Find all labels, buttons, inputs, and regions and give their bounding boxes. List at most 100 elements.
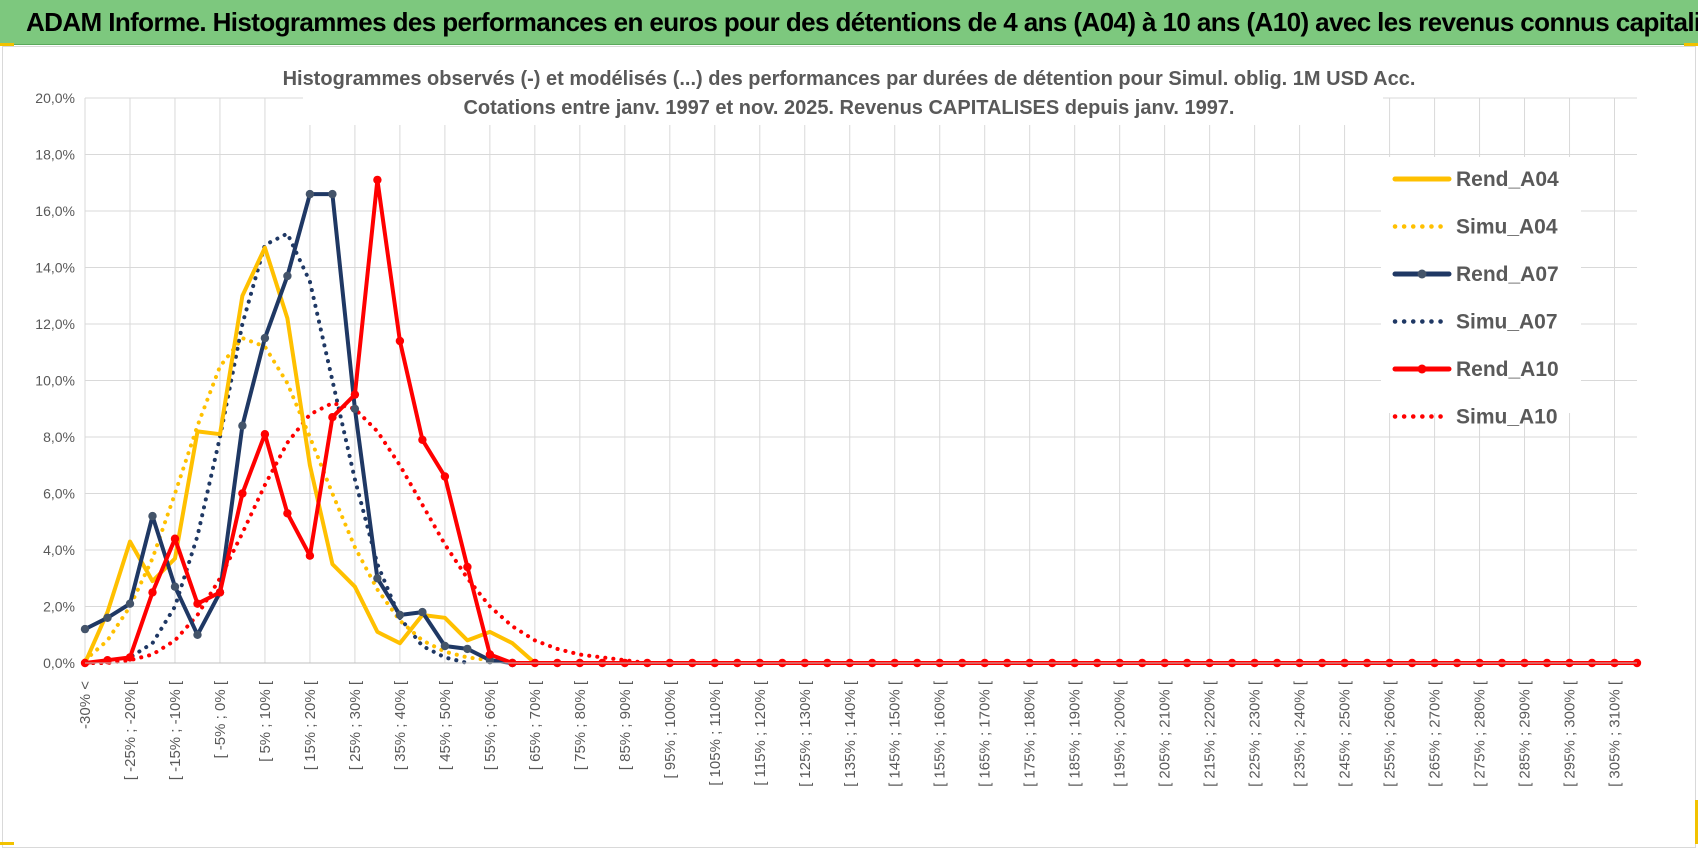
data-point [80,624,90,634]
legend-item: Rend_A07 [1392,263,1559,286]
series-simu-a04 [83,336,515,665]
x-tick-label: [ 5% ; 10% [ [257,680,274,762]
data-point [193,630,202,639]
series-line [83,231,470,665]
y-tick-label: 20,0% [35,90,75,106]
legend-label: Rend_A10 [1456,358,1559,381]
data-point [373,175,382,185]
data-point [283,271,292,281]
performance-histogram-chart: 0,0% 2,0% 4,0% 6,0% 8,0% 10,0% 12,0% 14,0% 16,0%… [35,59,1642,787]
x-tick-label: [ 245% ; 250% [ [1337,680,1354,787]
data-point [328,189,337,199]
legend-label: Simu_A10 [1456,406,1558,429]
x-tick-label: [ 105% ; 110% [ [707,680,724,786]
x-tick-label: [ 305% ; 310% [ [1607,680,1624,787]
legend-item: Simu_A04 [1392,216,1558,239]
data-point [373,574,382,583]
legend-label: Simu_A04 [1456,216,1558,239]
legend-label: Simu_A07 [1456,311,1558,334]
x-tick-label: [ 265% ; 270% [ [1427,680,1444,787]
data-point [485,650,495,659]
series-line [83,192,515,665]
data-point [440,641,450,651]
x-tick-label: [ 45% ; 50% [ [437,680,454,770]
y-tick-label: 14,0% [35,260,75,276]
corner-mark-bottom-left [0,842,14,845]
x-tick-label: [ 75% ; 80% [ [572,680,589,770]
x-tick-label: [ 25% ; 30% [ [347,680,364,770]
y-tick-label: 12,0% [35,316,75,332]
y-tick-label: 4,0% [43,542,75,558]
legend-label: Rend_A07 [1456,263,1559,286]
legend-label: Rend_A04 [1456,168,1559,191]
legend-marker [1417,269,1427,279]
x-tick-label: [ 225% ; 230% [ [1247,680,1264,787]
legend-item: Simu_A07 [1392,311,1558,334]
data-point [283,509,292,518]
x-tick-label: [ 125% ; 130% [ [797,680,814,787]
legend: Rend_A04 Simu_A04 Rend_A07 Simu_A07 Rend_A10… [1381,157,1581,429]
axes: 0,0% 2,0% 4,0% 6,0% 8,0% 10,0% 12,0% 14,0% 16,0%… [35,90,1637,787]
x-tick-label: [ 55% ; 60% [ [482,680,499,770]
legend-marker [1417,364,1427,374]
legend-item: Simu_A10 [1392,406,1558,429]
data-point [260,430,270,439]
x-tick-label: [ 115% ; 120% [ [752,680,769,786]
corner-mark-top-left [0,43,14,46]
data-point [305,189,315,199]
x-tick-label: [ 185% ; 190% [ [1067,680,1084,787]
x-tick-label: [ 165% ; 170% [ [977,680,994,787]
x-tick-label: [ 35% ; 40% [ [392,680,409,770]
y-tick-label: 2,0% [43,599,75,615]
data-point [305,551,315,560]
data-point [350,404,360,413]
x-tick-label: [ -25% ; -20% [ [122,680,139,780]
x-tick-label: [ -15% ; -10% [ [167,680,184,780]
x-tick-label: [ -5% ; 0% [ [212,680,229,758]
data-point [125,653,135,662]
x-tick-label: [ 95% ; 100% [ [662,680,679,778]
x-tick-label: [ 85% ; 90% [ [617,680,634,770]
data-point [148,588,157,597]
chart-title-line-1: Histogrammes observés (-) et modélisés (… [283,68,1416,90]
data-point [238,489,247,498]
title-background [303,59,1383,125]
report-title: ADAM Informe. Histogrammes des performan… [26,7,1698,37]
chart-container: 0,0% 2,0% 4,0% 6,0% 8,0% 10,0% 12,0% 14,0% 16,0%… [2,46,1696,848]
series-line [83,336,515,665]
x-tick-label: [ 135% ; 140% [ [842,680,859,787]
y-tick-label: 0,0% [43,655,75,671]
corner-mark-bottom-right [1695,800,1698,844]
series-simu-a07 [83,231,470,665]
x-tick-label: [ 255% ; 260% [ [1382,680,1399,787]
x-tick-label: [ 205% ; 210% [ [1157,680,1174,787]
y-tick-label: 10,0% [35,373,75,389]
header-banner: ADAM Informe. Histogrammes des performan… [0,0,1698,45]
x-tick-label: [ 275% ; 280% [ [1472,680,1489,787]
data-point [193,599,202,608]
data-point [418,435,427,444]
y-tick-label: 6,0% [43,486,75,502]
x-tick-label: [ 65% ; 70% [ [527,680,544,770]
x-tick-label: [ 195% ; 200% [ [1112,680,1129,787]
legend-item: Rend_A10 [1392,358,1559,381]
x-tick-label: [ 145% ; 150% [ [887,680,904,787]
x-tick-label: [ 15% ; 20% [ [302,680,319,770]
y-tick-label: 16,0% [35,203,75,219]
data-point [103,656,112,665]
data-point [215,588,225,597]
y-tick-label: 8,0% [43,429,75,445]
x-tick-label: [ 285% ; 290% [ [1517,680,1534,787]
data-point [463,644,472,654]
y-tick-label: 18,0% [35,147,75,163]
data-point [103,613,112,622]
chart-title-line-2: Cotations entre janv. 1997 et nov. 2025.… [463,97,1234,119]
data-point [463,562,472,572]
data-point [260,333,270,343]
corner-mark-top-right [1684,43,1698,46]
data-point [238,421,247,430]
series-simu-a10 [83,401,672,665]
data-point [328,413,337,422]
legend-item: Rend_A04 [1392,168,1559,191]
series-line [83,401,672,665]
